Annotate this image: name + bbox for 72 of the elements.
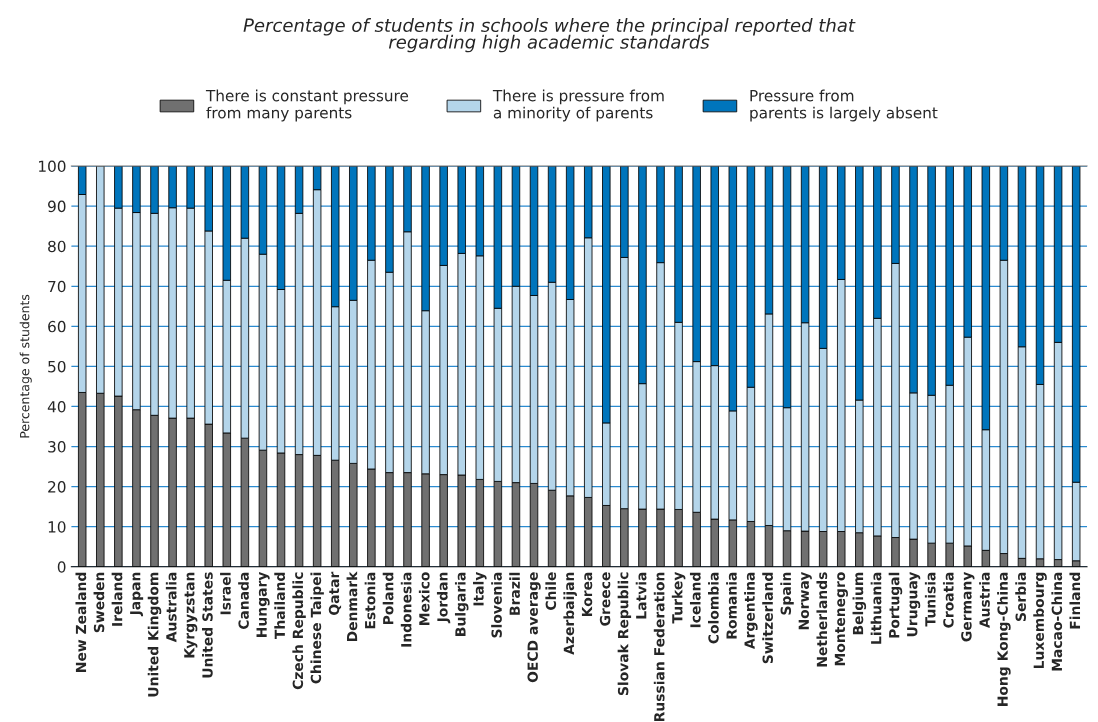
x-tick-label: Greece: [599, 572, 611, 626]
x-tick-label: Hungary: [256, 571, 270, 637]
x-tick-label: Estonia: [364, 572, 376, 629]
x-tick-label: Montenegro: [834, 572, 848, 666]
x-tick-label: Bulgaria: [454, 572, 469, 636]
x-tick-label: Turkey: [671, 571, 686, 624]
x-tick-label: Portugal: [888, 572, 903, 638]
x-tick-label: Romania: [726, 572, 737, 639]
y-tick-label: 30: [48, 441, 66, 453]
x-tick-label: United States: [202, 572, 213, 678]
x-tick-label: Thailand: [274, 572, 286, 640]
x-tick-label: Israel: [220, 572, 231, 615]
x-tick-label: Norway: [798, 571, 812, 630]
x-tick-label: Indonesia: [400, 572, 412, 647]
x-tick-label: Qatar: [328, 571, 342, 615]
x-tick-label: Austria: [979, 572, 990, 629]
x-tick-label: Russian Federation: [653, 572, 665, 722]
x-tick-label: Switzerland: [762, 572, 773, 664]
x-tick-label: Azerbaijan: [563, 572, 577, 655]
y-tick-label: 50: [48, 360, 66, 373]
x-tick-label: Czech Republic: [292, 572, 306, 690]
y-tick-label: 100: [39, 160, 66, 173]
x-tick-label: Kyrgyzstan: [184, 572, 198, 658]
x-tick-label: Brazil: [509, 572, 520, 615]
x-tick-label: Macao-China: [1051, 572, 1063, 671]
x-tick-label: Spain: [780, 572, 794, 615]
x-tick-label: Lithuania: [870, 572, 882, 644]
x-tick-label: Netherlands: [816, 572, 828, 667]
y-tick-label: 10: [48, 521, 66, 533]
x-tick-label: Iceland: [689, 572, 701, 628]
x-tick-label: Japan: [130, 572, 144, 617]
x-tick-label: OECD average: [527, 572, 541, 683]
x-tick-label: Ireland: [111, 572, 123, 626]
y-tick-label: 0: [57, 561, 66, 573]
x-tick-label: Mexico: [418, 572, 430, 626]
legend-label: There is constant pressure from many parents: [205, 89, 409, 122]
x-tick-label: Australia: [165, 572, 177, 643]
x-tick-label: Chinese Taipei: [310, 572, 324, 684]
y-tick-label: 70: [48, 280, 66, 293]
y-tick-label: 40: [47, 400, 66, 413]
y-tick-label: 80: [48, 240, 66, 253]
x-tick-label: Slovenia: [491, 572, 502, 638]
chart-title: Percentage of students in schools where the principal reported that regarding high academic standards: [243, 18, 856, 53]
x-tick-label: Tunisia: [924, 572, 936, 627]
x-tick-label: Serbia: [1015, 572, 1026, 621]
x-tick-label: Germany: [961, 571, 975, 642]
y-tick-label: 60: [48, 320, 66, 333]
x-tick-label: Sweden: [93, 572, 105, 633]
y-tick-label: 20: [48, 481, 66, 493]
x-tick-label: Poland: [382, 572, 394, 625]
legend-label: There is pressure from a minority of parents: [492, 89, 664, 122]
x-tick-label: Hong Kong-China: [997, 572, 1011, 706]
x-tick-label: Slovak Republic: [617, 572, 632, 696]
y-tick-label: 90: [48, 200, 66, 213]
x-tick-label: Latvia: [635, 572, 647, 619]
x-tick-label: Belgium: [852, 572, 867, 635]
x-tick-label: Croatia: [942, 572, 954, 628]
x-tick-label: Luxembourg: [1033, 572, 1047, 669]
x-tick-label: Jordan: [436, 572, 451, 624]
x-tick-label: Finland: [1069, 572, 1081, 629]
legend-label: Pressure from parents is largely absent: [750, 89, 938, 122]
x-tick-label: Korea: [581, 572, 593, 617]
x-tick-label: Chile: [545, 572, 557, 610]
x-tick-label: Canada: [238, 572, 249, 630]
y-axis-title: Percentage of students: [19, 294, 32, 438]
x-tick-label: Colombia: [708, 572, 719, 644]
x-tick-label: Argentina: [744, 572, 758, 650]
x-tick-label: Uruguay: [907, 571, 921, 637]
x-tick-label: New Zealand: [75, 572, 87, 672]
x-tick-label: Denmark: [346, 571, 358, 642]
x-tick-label: Italy: [473, 571, 487, 606]
x-tick-label: United Kingdom: [147, 572, 162, 697]
